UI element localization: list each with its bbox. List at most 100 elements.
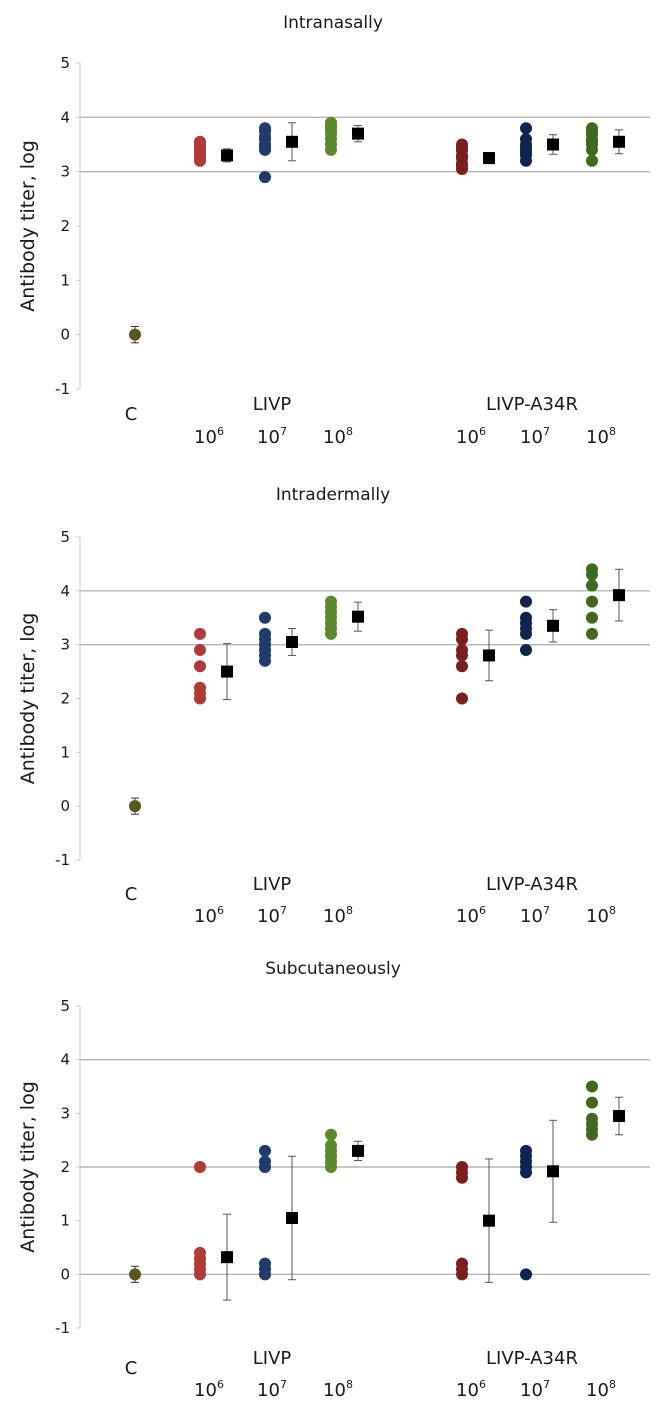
group-label: LIVP [253,874,292,895]
data-point [586,627,598,640]
y-tick-label: 1 [60,1212,70,1230]
data-point [325,143,337,156]
mean-marker [547,138,559,151]
control-label: C [125,1358,138,1379]
dose-base: 10 [194,906,217,927]
mean-marker [547,1165,559,1178]
dose-base: 10 [520,427,543,448]
data-point [586,568,598,581]
data-point [194,660,206,673]
data-point [325,627,337,640]
data-point [520,595,532,608]
data-point [456,1268,468,1281]
dose-exponent: 8 [346,904,353,917]
dose-base: 10 [520,1380,543,1401]
data-point [456,660,468,673]
data-point [586,579,598,592]
series-LIVP-8 [325,116,364,156]
series-LIVP-7 [259,122,298,184]
data-point [586,154,598,167]
dose-label: 108 [586,1378,616,1401]
data-point [194,627,206,640]
mean-marker [286,635,298,648]
dose-label: 107 [257,1378,287,1401]
y-axis-label: Antibody titer, log [17,613,39,785]
y-tick-label: 2 [60,217,70,235]
dose-base: 10 [323,1380,346,1401]
mean-marker [613,1110,625,1123]
dose-label: 108 [323,904,353,927]
data-point [520,644,532,657]
dose-exponent: 6 [479,904,486,917]
y-tick-label: 3 [60,636,70,654]
y-tick-label: 0 [60,797,70,815]
series-LIVP-7 [259,611,298,667]
dose-base: 10 [323,906,346,927]
mean-marker [352,1144,364,1157]
dose-label: 106 [194,1378,224,1401]
y-tick-label: -1 [55,851,70,869]
data-point [259,143,271,156]
chart-title: Intradermally [276,485,390,505]
chart-title: Subcutaneously [265,959,401,979]
group-label: LIVP [253,394,292,415]
group-label: LIVP-A34R [486,394,578,415]
y-tick-label: 0 [60,326,70,344]
y-tick-label: 5 [60,54,70,72]
dose-label: 106 [456,425,486,448]
group-label: LIVP [253,1348,292,1369]
dose-label: 107 [520,1378,550,1401]
dose-exponent: 6 [217,904,224,917]
dose-base: 10 [586,1380,609,1401]
group-label: LIVP-A34R [486,1348,578,1369]
mean-marker [286,1211,298,1224]
data-point [520,627,532,640]
data-point [194,1268,206,1281]
y-tick-label: 4 [60,1051,70,1069]
y-tick-label: 5 [60,997,70,1015]
dose-label: 106 [194,904,224,927]
y-tick-label: 1 [60,743,70,761]
dose-label: 107 [257,904,287,927]
data-point [259,1268,271,1281]
series-LIVP-A34R-7 [520,122,559,167]
group-label: LIVP-A34R [486,874,578,895]
y-tick-label: 2 [60,690,70,708]
dose-label: 106 [456,1378,486,1401]
data-point [586,595,598,608]
dose-exponent: 7 [280,1378,287,1391]
mean-marker [613,589,625,602]
data-point [520,154,532,167]
dose-base: 10 [586,906,609,927]
dose-label: 106 [456,904,486,927]
dose-exponent: 7 [543,425,550,438]
y-tick-label: 3 [60,163,70,181]
dose-base: 10 [520,906,543,927]
mean-marker [352,610,364,623]
data-point [586,143,598,156]
series-LIVP-6 [194,135,233,167]
dose-label: 108 [586,904,616,927]
mean-marker [547,619,559,632]
series-LIVP-6 [194,627,233,705]
series-control [129,797,141,815]
dose-exponent: 7 [543,904,550,917]
mean-marker [221,1251,233,1264]
data-point [456,1171,468,1184]
mean-marker [221,665,233,678]
data-point [259,1161,271,1173]
y-tick-label: 1 [60,271,70,289]
control-label: C [125,884,138,905]
dose-label: 106 [194,425,224,448]
y-tick-label: 2 [60,1158,70,1176]
dose-exponent: 6 [217,1378,224,1391]
y-axis-label: Antibody titer, log [17,1081,39,1253]
data-point [129,328,141,341]
data-point [325,1161,337,1173]
series-LIVP-8 [325,1128,364,1173]
data-point [586,1080,598,1093]
mean-marker [352,127,364,140]
series-LIVP-A34R-8 [586,563,625,640]
